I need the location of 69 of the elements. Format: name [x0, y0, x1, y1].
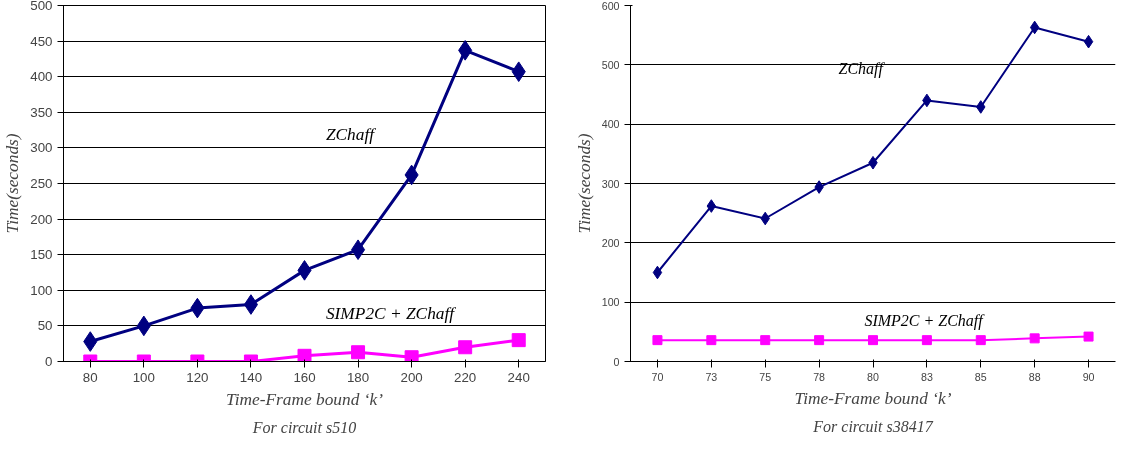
point	[297, 348, 312, 362]
point	[814, 335, 825, 346]
x-tick-label: 160	[293, 369, 316, 385]
x-axis-title: Time-Frame bound ‘k’	[794, 388, 952, 408]
y-tick-label: 50	[37, 318, 53, 334]
y-tick-label: 100	[30, 282, 53, 298]
x-tick-label: 100	[132, 369, 155, 385]
point	[1029, 333, 1040, 344]
x-tick-label: 75	[759, 370, 772, 383]
point	[458, 40, 473, 61]
point	[706, 335, 717, 346]
point	[458, 340, 473, 355]
point	[652, 335, 663, 346]
y-tick-label: 300	[30, 140, 53, 156]
point	[511, 333, 526, 348]
point	[1083, 34, 1094, 49]
text: For circuit s510	[251, 418, 357, 436]
point	[243, 294, 258, 315]
x-tick-label: 200	[400, 369, 423, 385]
x-tick-label: 83	[920, 370, 933, 383]
x-tick-label: 88	[1028, 370, 1041, 383]
x-tick-label: 80	[82, 369, 98, 385]
y-tick-label: 200	[601, 236, 620, 249]
x-tick-label: 90	[1082, 370, 1095, 383]
y-tick-label: 300	[601, 177, 620, 190]
y-tick-label: 400	[30, 69, 53, 85]
y-tick-label: 100	[601, 296, 620, 309]
y-tick-label: 0	[45, 354, 53, 369]
point	[652, 265, 663, 280]
point	[1029, 20, 1040, 35]
x-tick-label: 140	[239, 369, 263, 385]
x-tick-label: 120	[186, 369, 209, 385]
x-tick-label: 180	[346, 369, 370, 385]
x-tick-label: 85	[974, 370, 987, 383]
x-tick-label: 78	[813, 370, 826, 383]
x-tick-label: 73	[705, 370, 718, 383]
point	[868, 335, 878, 346]
point	[975, 335, 986, 346]
point	[760, 335, 771, 346]
y-tick-label: 250	[30, 176, 53, 191]
y-tick-label: 150	[30, 247, 53, 263]
y-tick-label: 400	[601, 118, 620, 131]
text: ZChaff	[325, 125, 377, 145]
y-tick-label: 450	[30, 33, 53, 49]
x-tick-label: 80	[867, 370, 879, 383]
y-tick-label: 200	[30, 211, 53, 227]
y-tick-label: 500	[601, 58, 620, 71]
point	[351, 345, 366, 360]
y-tick-label: 600	[601, 0, 620, 12]
y-tick-label: 500	[30, 0, 53, 13]
x-tick-label: 220	[454, 369, 477, 385]
text: For circuit s38417	[812, 417, 934, 435]
point	[976, 100, 986, 114]
series-label: SIMP2C + ZChaff	[325, 304, 457, 324]
y-axis-title: Time(seconds)	[574, 133, 594, 234]
series-label: SIMP2C + ZChaff	[864, 312, 986, 331]
x-tick-label: 70	[651, 370, 664, 383]
x-axis-title: Time-Frame bound ‘k’	[226, 389, 384, 409]
point	[706, 199, 717, 213]
x-tick-label: 240	[507, 369, 530, 385]
point	[83, 331, 98, 352]
point	[1083, 331, 1094, 342]
y-tick-label: 350	[30, 104, 53, 120]
point	[404, 350, 419, 362]
point	[921, 335, 932, 346]
y-tick-label: 0	[613, 355, 620, 368]
y-axis-title: Time(seconds)	[3, 133, 23, 234]
point	[297, 260, 312, 281]
point	[814, 180, 824, 194]
